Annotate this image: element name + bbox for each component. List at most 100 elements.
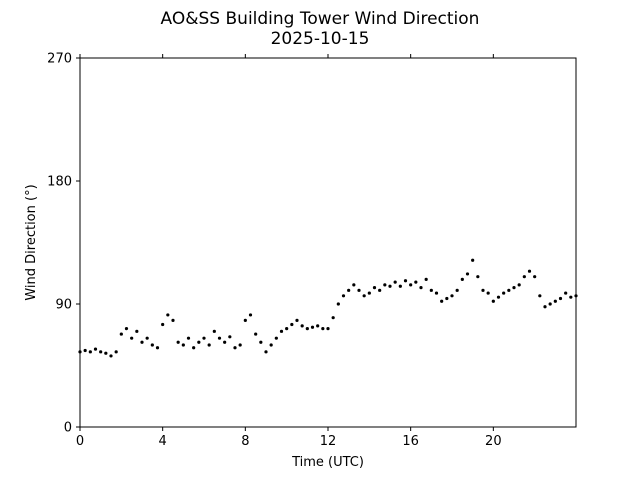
x-tick-label: 4 [159,434,167,449]
data-point [341,294,346,298]
data-point [455,288,459,292]
data-point [538,294,542,298]
data-point [181,343,185,347]
data-point [543,305,547,309]
data-point [150,343,154,347]
data-point [424,277,428,281]
data-point [104,351,108,355]
data-point [202,336,206,340]
data-point [486,291,490,295]
data-point [336,302,340,306]
data-point [233,346,237,350]
data-point [367,291,371,295]
x-tick-label: 0 [76,434,84,449]
data-point [496,295,501,299]
data-point [316,324,320,328]
data-point [409,283,413,287]
data-point [248,313,253,317]
data-point [83,348,87,353]
data-point [502,291,506,295]
y-tick-label: 0 [64,421,72,436]
data-point [145,336,149,340]
data-point [259,340,263,344]
data-point [352,283,356,287]
data-point [176,340,180,344]
data-point [326,327,330,331]
data-point [403,279,408,283]
data-point [564,291,568,295]
data-point [383,283,387,287]
data-point [450,294,454,298]
data-point [440,299,444,303]
data-point [279,329,284,333]
data-point [491,299,495,303]
data-point [274,336,278,340]
y-tick-label: 90 [55,298,72,313]
chart-title: AO&SS Building Tower Wind Direction [161,9,480,29]
data-point [357,288,361,292]
data-point [522,275,526,279]
data-point [481,288,485,292]
data-point [465,272,470,276]
data-point [254,332,258,336]
data-point [321,327,325,331]
data-point [533,275,537,279]
data-point [398,284,402,288]
data-point [212,329,216,333]
data-point [88,350,92,354]
data-point [223,340,227,344]
data-point [558,296,563,301]
data-point [130,336,134,340]
x-tick-label: 20 [485,434,502,449]
data-point [109,354,113,358]
data-point [197,340,201,344]
data-point [93,347,98,351]
data-point [192,346,196,350]
data-point [429,288,433,292]
data-point [569,295,573,299]
data-point [331,316,335,320]
x-axis-label: Time (UTC) [291,455,364,470]
data-point [155,346,160,350]
data-point [166,313,170,317]
data-point [243,318,247,322]
y-tick-label: 180 [47,175,72,190]
data-point [264,350,268,354]
data-point [99,350,103,354]
data-point [378,288,382,292]
data-point [161,322,165,327]
data-point [140,340,144,344]
data-point [512,286,516,290]
plot-frame [79,57,577,428]
data-point [285,327,289,331]
data-point [471,258,475,262]
data-point [347,288,351,292]
data-point [135,329,139,333]
data-point [290,322,294,327]
data-point [548,302,552,306]
data-point [171,318,175,322]
data-point [414,280,418,284]
data-points [78,258,578,358]
data-point [228,335,232,339]
data-point [460,277,464,281]
x-tick-label: 16 [402,434,419,449]
data-point [207,343,211,347]
data-point [119,332,123,336]
data-point [419,286,423,290]
data-point [238,343,242,347]
data-point [362,294,366,298]
y-tick-label: 270 [47,52,72,67]
data-point [310,325,315,329]
data-point [445,296,449,301]
data-point [517,283,521,287]
data-point [393,280,397,284]
data-point [527,269,532,273]
data-point [434,291,439,295]
data-point [300,324,304,328]
data-point [295,318,299,322]
data-point [186,336,191,340]
chart-subtitle: 2025-10-15 [271,29,370,49]
